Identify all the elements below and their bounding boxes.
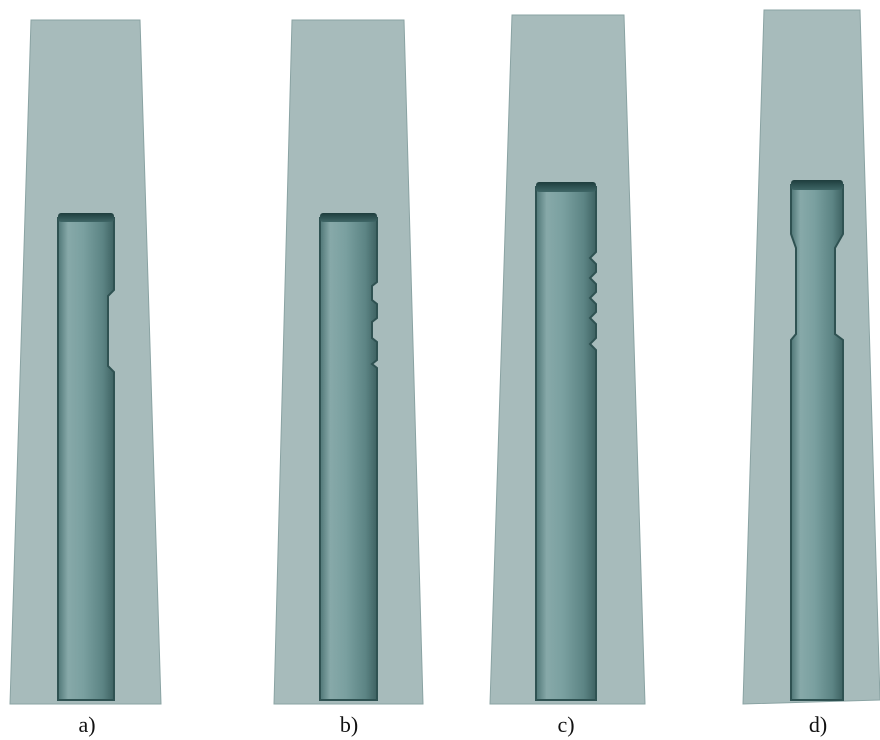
shaft-a <box>57 217 115 701</box>
shaft-d <box>790 184 844 701</box>
shaft-cap-d <box>791 180 843 190</box>
panel-label-a: a) <box>78 712 96 737</box>
panel-label-b: b) <box>339 712 359 737</box>
shaft-cap-c <box>536 182 596 192</box>
shaft-cap-a <box>58 213 114 222</box>
panel-d <box>742 9 880 705</box>
shaft-cap-b <box>320 213 377 222</box>
panel-c <box>489 14 646 705</box>
shaft-c <box>535 186 597 701</box>
panel-b <box>273 19 424 705</box>
shaft-b <box>319 217 378 701</box>
panel-a <box>9 19 162 705</box>
panel-label-c: c) <box>557 712 575 737</box>
panel-label-d: d) <box>808 712 828 737</box>
